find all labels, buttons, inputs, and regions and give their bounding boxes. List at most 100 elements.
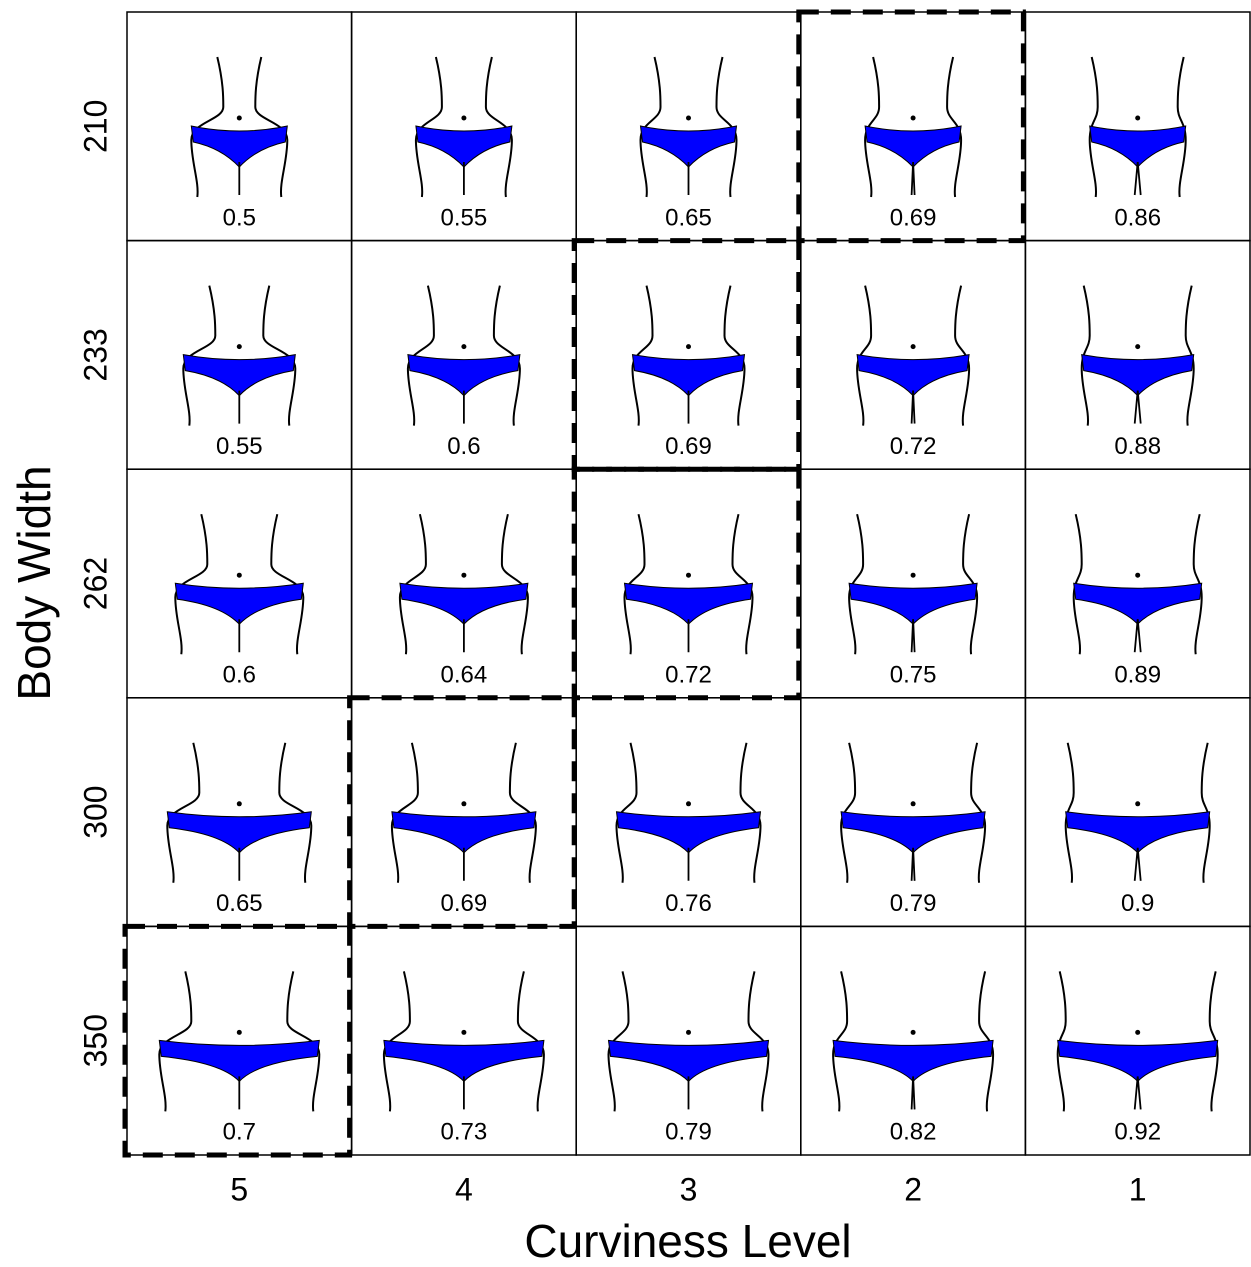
underwear	[399, 582, 529, 625]
body-contour	[1064, 742, 1075, 883]
body-contour	[970, 742, 987, 883]
body-contour	[954, 285, 971, 426]
leg-line	[1133, 619, 1142, 653]
body-contour	[731, 513, 754, 655]
body-contour	[174, 513, 209, 655]
leg-line	[910, 847, 916, 881]
underwear	[832, 1039, 994, 1083]
body-contour	[1208, 971, 1219, 1112]
body-contour	[615, 742, 638, 883]
body-contour	[747, 971, 770, 1112]
body-contour	[254, 56, 289, 198]
row-label: 233	[77, 328, 113, 381]
navel	[461, 344, 467, 350]
highlight-box	[796, 9, 1026, 244]
body-contour	[492, 285, 521, 426]
underwear	[1065, 811, 1211, 854]
leg-line	[1133, 161, 1142, 196]
cell-value: 0.75	[890, 662, 937, 689]
body-contour	[1200, 742, 1211, 883]
cell-value: 0.69	[665, 433, 712, 460]
navel	[1135, 1029, 1141, 1035]
navel	[236, 572, 242, 578]
underwear	[391, 811, 537, 854]
underwear	[848, 582, 978, 625]
body-contour	[1192, 513, 1203, 655]
cell-value: 0.6	[223, 662, 256, 689]
body-contour	[832, 971, 849, 1112]
body-contour	[158, 971, 193, 1112]
body-contour	[1080, 285, 1091, 426]
navel	[686, 801, 691, 807]
underwear	[190, 125, 288, 168]
underwear	[623, 582, 754, 625]
navel	[910, 1029, 916, 1035]
cell-value: 0.79	[890, 890, 937, 917]
cell-value: 0.72	[890, 433, 937, 460]
body-contour	[382, 971, 411, 1112]
body-contour	[856, 285, 873, 426]
leg-line	[910, 390, 916, 424]
column-label: 3	[680, 1171, 698, 1207]
navel	[686, 572, 691, 578]
body-contour	[406, 285, 435, 426]
column-label: 2	[904, 1171, 922, 1207]
navel	[910, 572, 916, 578]
body-contour	[623, 513, 646, 655]
navel	[1135, 801, 1141, 807]
underwear	[158, 1039, 320, 1083]
navel	[461, 1029, 467, 1035]
navel	[1135, 572, 1141, 578]
body-contour	[484, 56, 513, 198]
cell-value: 0.65	[216, 890, 263, 917]
underwear	[174, 582, 304, 625]
underwear	[856, 353, 970, 397]
cell-value: 0.69	[441, 890, 488, 917]
cell-value: 0.55	[216, 433, 263, 460]
underwear	[639, 125, 738, 168]
body-contour	[390, 742, 419, 883]
navel	[1135, 115, 1141, 121]
cell-value: 0.92	[1114, 1119, 1161, 1146]
column-label: 5	[230, 1171, 248, 1207]
body-contour	[1072, 513, 1083, 655]
underwear	[407, 353, 521, 397]
column-label: 4	[455, 1171, 473, 1207]
cell	[1024, 925, 1251, 1156]
underwear	[1073, 582, 1203, 625]
body-contour	[1184, 285, 1195, 426]
body-contour	[946, 56, 963, 198]
navel	[910, 115, 916, 121]
underwear	[383, 1039, 545, 1083]
navel	[686, 1029, 691, 1035]
cell-value: 0.76	[665, 890, 712, 917]
cell-value: 0.9	[1121, 890, 1154, 917]
navel	[236, 344, 242, 350]
navel	[1135, 344, 1141, 350]
navel	[910, 801, 916, 807]
underwear	[1081, 353, 1195, 397]
cell-value: 0.72	[665, 662, 712, 689]
row-label: 350	[77, 1014, 113, 1067]
body-contour	[182, 285, 217, 426]
body-contour	[278, 742, 313, 883]
cell-value: 0.64	[441, 662, 488, 689]
leg-line	[1133, 390, 1142, 424]
cell-value: 0.89	[1114, 662, 1161, 689]
underwear	[615, 811, 762, 854]
underwear	[1089, 125, 1187, 168]
underwear	[864, 125, 962, 168]
underwear	[415, 125, 513, 168]
cell-value: 0.88	[1114, 433, 1161, 460]
cell-value: 0.69	[890, 204, 937, 231]
cell-value: 0.73	[441, 1119, 488, 1146]
highlight-box	[122, 923, 353, 1158]
leg-line	[1133, 1076, 1142, 1110]
cell-value: 0.6	[447, 433, 480, 460]
navel	[461, 115, 467, 121]
navel	[236, 115, 242, 121]
cell-value: 0.79	[665, 1119, 712, 1146]
body-contour	[500, 513, 529, 655]
underwear	[1057, 1039, 1219, 1083]
